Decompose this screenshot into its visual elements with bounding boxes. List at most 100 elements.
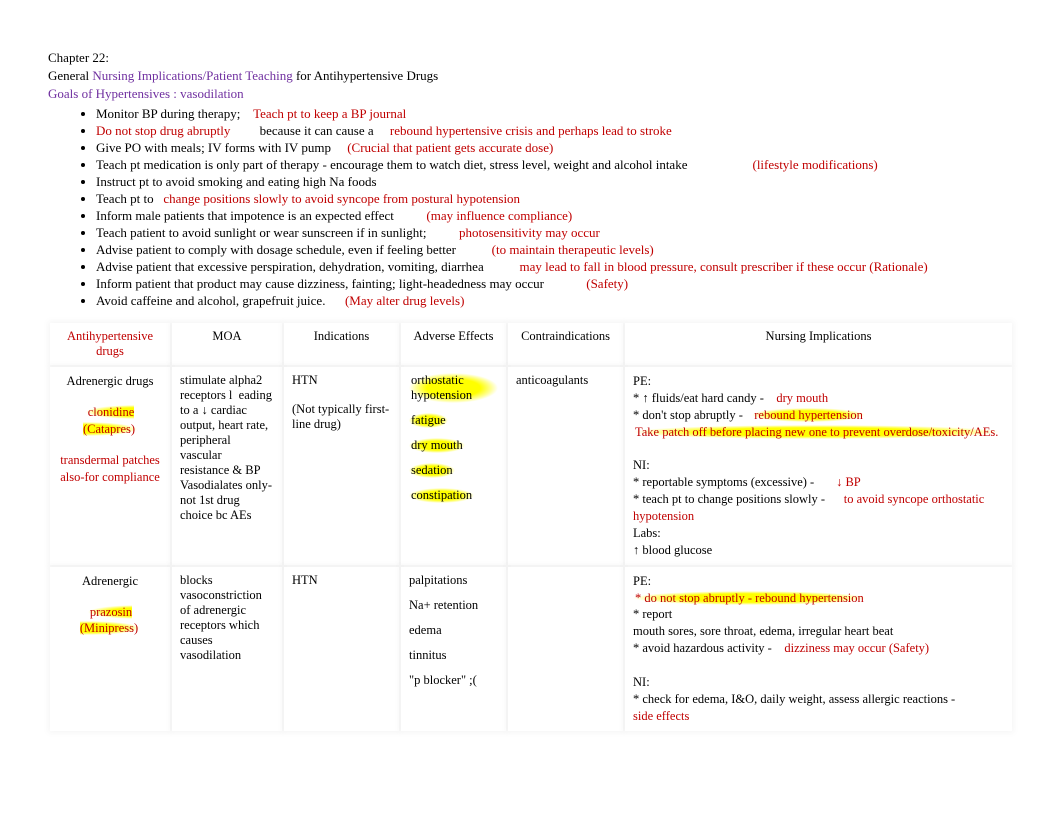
drug-block: Adrenergic drugsclonidine (Catapres)tran… xyxy=(58,373,162,485)
ni-segment: * reportable symptoms (excessive) - xyxy=(633,475,836,489)
ni-segment: Labs: xyxy=(633,526,661,540)
bullet-item: Advise patient to comply with dosage sch… xyxy=(96,242,1014,258)
bullet-item: Give PO with meals; IV forms with IV pum… xyxy=(96,140,1014,156)
ni-line: Take patch off before placing new one to… xyxy=(633,424,1004,441)
drug-class: Adrenergic drugs xyxy=(58,373,162,390)
adverse-effect-item: fatigue xyxy=(409,413,498,438)
nursing-implications-cell: PE:* do not stop abruptly - rebound hype… xyxy=(625,567,1012,731)
indication-sub: (Not typically first-line drug) xyxy=(292,402,391,432)
drug-table: Antihypertensive drugsMOAIndicationsAdve… xyxy=(48,321,1014,733)
ni-line: * don't stop abruptly - rebound hyperten… xyxy=(633,407,1004,424)
adverse-effect-text: dry mouth xyxy=(409,438,465,453)
table-column-header: MOA xyxy=(172,323,282,365)
indication-main: HTN xyxy=(292,573,391,588)
ni-line: * ↑ fluids/eat hard candy - dry mouth xyxy=(633,390,1004,407)
moa-cell: blocks vasoconstriction of adrenergic re… xyxy=(172,567,282,731)
table-header-row: Antihypertensive drugsMOAIndicationsAdve… xyxy=(50,323,1012,365)
adverse-effect-item: palpitations xyxy=(409,573,498,598)
bullet-segment: change positions slowly to avoid syncope… xyxy=(163,191,520,206)
adverse-effects-cell: orthostatic hypotension fatigue dry mouth s… xyxy=(401,367,506,565)
teaching-bullets: Monitor BP during therapy; Teach pt to k… xyxy=(48,106,1014,309)
bullet-segment: (Crucial that patient gets accurate dose… xyxy=(347,140,553,155)
header-for: for Antihypertensive Drugs xyxy=(293,68,439,83)
table-body: Adrenergic drugsclonidine (Catapres)tran… xyxy=(50,367,1012,731)
indications-cell: HTN (Not typically first-line drug) xyxy=(284,367,399,565)
ni-line: PE: xyxy=(633,373,1004,390)
bullet-segment: (May alter drug levels) xyxy=(345,293,464,308)
adverse-effect-item: constipation xyxy=(409,488,498,513)
ni-segment: PE: xyxy=(633,374,651,388)
ni-segment: * report xyxy=(633,607,672,621)
bullet-item: Teach pt medication is only part of ther… xyxy=(96,157,1014,173)
adverse-effect-text: palpitations xyxy=(409,573,467,588)
drug-class: Adrenergic xyxy=(58,573,162,590)
ni-line: * report xyxy=(633,606,1004,623)
indication-main: HTN xyxy=(292,373,391,388)
table-column-header: Antihypertensive drugs xyxy=(50,323,170,365)
bullet-segment: photosensitivity may occur xyxy=(459,225,600,240)
bullet-item: Teach patient to avoid sunlight or wear … xyxy=(96,225,1014,241)
ni-segment xyxy=(633,658,636,672)
ni-segment: rebound hypertension xyxy=(752,408,865,422)
adverse-effect-text: tinnitus xyxy=(409,648,447,663)
adverse-effect-item: edema xyxy=(409,623,498,648)
ni-line: NI: xyxy=(633,457,1004,474)
ni-segment: * avoid hazardous activity - xyxy=(633,641,784,655)
bullet-segment: Teach pt to keep a BP journal xyxy=(253,106,406,121)
bullet-segment: Inform patient that product may cause di… xyxy=(96,276,586,291)
ni-segment: * don't stop abruptly - xyxy=(633,408,752,422)
adverse-effect-text: constipation xyxy=(409,488,474,503)
ni-segment: side effects xyxy=(633,709,689,723)
adverse-effect-text: "p blocker" ;( xyxy=(409,673,477,688)
ni-line: * reportable symptoms (excessive) - ↓ BP xyxy=(633,474,1004,491)
ni-line: * do not stop abruptly - rebound hyperte… xyxy=(633,590,1004,607)
bullet-segment: may lead to fall in blood pressure, cons… xyxy=(519,259,927,274)
adverse-effect-text: edema xyxy=(409,623,442,638)
bullet-segment: Teach patient to avoid sunlight or wear … xyxy=(96,225,459,240)
bullet-segment: Do not stop drug abruptly xyxy=(96,123,230,138)
adverse-effect-item: tinnitus xyxy=(409,648,498,673)
adverse-effect-text: fatigue xyxy=(409,413,448,428)
nursing-implications-cell: PE: * ↑ fluids/eat hard candy - dry mouth… xyxy=(625,367,1012,565)
bullet-item: Avoid caffeine and alcohol, grapefruit j… xyxy=(96,293,1014,309)
bullet-segment: (may influence compliance) xyxy=(426,208,572,223)
drug-name-highlight: clonidine (Catapres) xyxy=(83,405,137,436)
ni-segment xyxy=(633,442,636,456)
ni-line: * avoid hazardous activity - dizziness m… xyxy=(633,640,1004,657)
drug-name: prazosin (Minipress) xyxy=(58,604,162,638)
drug-name-highlight: prazosin (Minipress) xyxy=(80,605,140,636)
ni-line xyxy=(633,657,1004,674)
bullet-segment xyxy=(687,157,752,172)
ni-line: PE: xyxy=(633,573,1004,590)
bullet-item: Teach pt to change positions slowly to a… xyxy=(96,191,1014,207)
ni-segment: dry mouth xyxy=(776,391,828,405)
ni-segment: dizziness may occur (Safety) xyxy=(784,641,929,655)
ni-line xyxy=(633,441,1004,458)
bullet-segment: Teach pt medication is only part of ther… xyxy=(96,157,687,172)
bullet-segment: Avoid caffeine and alcohol, grapefruit j… xyxy=(96,293,345,308)
table-column-header: Adverse Effects xyxy=(401,323,506,365)
ni-line: * teach pt to change positions slowly - … xyxy=(633,491,1004,525)
bullet-segment: Inform male patients that impotence is a… xyxy=(96,208,426,223)
ni-segment: Take patch off before placing new one to… xyxy=(633,425,1000,439)
table-row: Adrenergic drugsclonidine (Catapres)tran… xyxy=(50,367,1012,565)
adverse-effect-text: orthostatic hypotension xyxy=(409,373,498,403)
bullet-segment: Give PO with meals; IV forms with IV pum… xyxy=(96,140,347,155)
header-purple: Nursing Implications/Patient Teaching xyxy=(89,68,293,83)
ni-segment: ↓ BP xyxy=(836,475,861,489)
ni-segment: ↑ blood glucose xyxy=(633,543,712,557)
drug-name: clonidine (Catapres) xyxy=(58,404,162,438)
indications-cell: HTN xyxy=(284,567,399,731)
ni-line: side effects xyxy=(633,708,1004,725)
bullet-item: Inform male patients that impotence is a… xyxy=(96,208,1014,224)
adverse-effect-text: sedation xyxy=(409,463,455,478)
table-column-header: Indications xyxy=(284,323,399,365)
header-general: General xyxy=(48,68,89,83)
adverse-effect-item: orthostatic hypotension xyxy=(409,373,498,413)
bullet-item: Inform patient that product may cause di… xyxy=(96,276,1014,292)
ni-line: ↑ blood glucose xyxy=(633,542,1004,559)
bullet-segment: (lifestyle modifications) xyxy=(752,157,877,172)
adverse-effect-text: Na+ retention xyxy=(409,598,478,613)
bullet-segment: rebound hypertensive crisis and perhaps … xyxy=(390,123,672,138)
contraindications-cell: anticoagulants xyxy=(508,367,623,565)
